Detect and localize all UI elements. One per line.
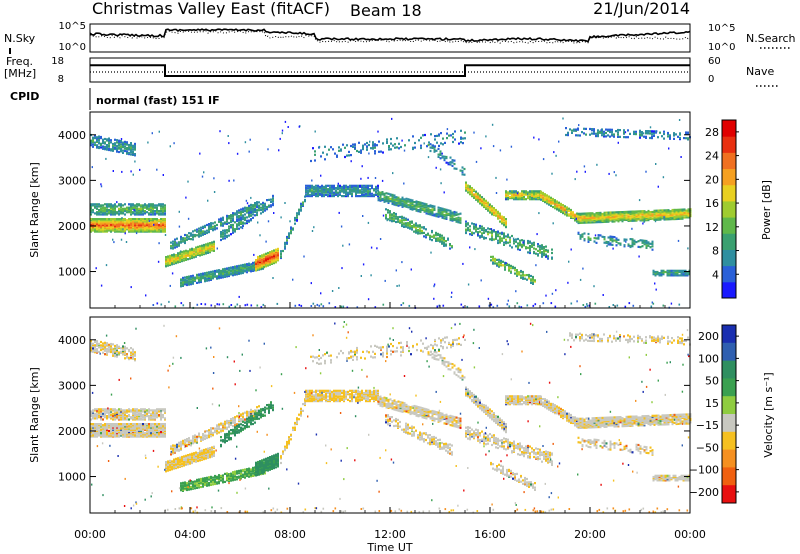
colorbar-swatch xyxy=(722,200,736,218)
colorbar-swatch xyxy=(722,120,736,137)
colorbar-tick-label: 16 xyxy=(705,197,719,210)
range-tick-label: 3000 xyxy=(58,174,86,187)
colorbar-tick-label: 8 xyxy=(712,245,719,258)
power-panel: 1000 2000 3000 4000 Slant Range [km] 4 8 12 16… xyxy=(28,111,773,309)
nsky-label: N.Sky xyxy=(4,32,36,45)
colorbar-swatch xyxy=(722,485,736,504)
colorbar-tick-label: 200 xyxy=(698,330,719,343)
colorbar-tick-label: 100 xyxy=(698,352,719,365)
colorbar-swatch xyxy=(722,136,736,153)
range-tick-label: 4000 xyxy=(58,334,86,347)
freq-tick-left-top: 18 xyxy=(51,56,64,67)
range-tick-label: 2000 xyxy=(58,220,86,233)
colorbar-swatch xyxy=(722,449,736,468)
noise-tick-right-top: 10^5 xyxy=(708,23,735,34)
colorbar-tick-label: −200 xyxy=(689,486,719,499)
range-tick-label: 4000 xyxy=(58,129,86,142)
time-tick-label: 04:00 xyxy=(174,528,206,541)
nsky-curve xyxy=(89,28,691,43)
colorbar-swatch xyxy=(722,396,736,415)
time-tick-label: 16:00 xyxy=(474,528,506,541)
velocity-y-axis: 1000 2000 3000 4000 xyxy=(58,334,690,484)
velocity-panel: 1000 2000 3000 4000 Slant Range [km] 200 100… xyxy=(28,316,775,514)
power-colorbar-label: Power [dB] xyxy=(760,180,773,240)
velocity-heatmap xyxy=(90,321,692,514)
colorbar-swatch xyxy=(722,281,736,299)
nave-tick-right-bottom: 0 xyxy=(708,74,714,85)
velocity-ylabel: Slant Range [km] xyxy=(28,367,41,463)
power-y-axis: 1000 2000 3000 4000 xyxy=(58,129,690,279)
freq-curve xyxy=(90,64,690,77)
range-tick-label: 1000 xyxy=(58,471,86,484)
time-tick-label: 00:00 xyxy=(674,528,706,541)
colorbar-tick-label: 24 xyxy=(705,150,719,163)
range-tick-label: 1000 xyxy=(58,266,86,279)
time-tick-label: 08:00 xyxy=(274,528,306,541)
colorbar-swatch xyxy=(722,265,736,283)
colorbar-tick-label: −100 xyxy=(689,464,719,477)
colorbar-swatch xyxy=(722,233,736,250)
colorbar-tick-label: 15 xyxy=(705,397,719,410)
time-tick-label: 12:00 xyxy=(374,528,406,541)
velocity-colorbar-label: Velocity [m s⁻¹] xyxy=(762,372,775,457)
noise-panel-frame xyxy=(89,23,691,53)
date-title: 21/Jun/2014 xyxy=(593,0,690,18)
freq-label-line1: Freq. xyxy=(6,55,33,68)
noise-panel: N.Sky N.Search 10^5 10^0 10^5 10^0 xyxy=(4,21,796,54)
colorbar-swatch xyxy=(722,431,736,451)
colorbar-tick-label: 20 xyxy=(705,173,719,186)
colorbar-swatch xyxy=(722,325,736,344)
colorbar-swatch xyxy=(722,467,736,486)
x-axis-label: Time UT xyxy=(366,541,412,554)
power-ylabel: Slant Range [km] xyxy=(28,162,41,258)
time-tick-label: 20:00 xyxy=(574,528,606,541)
freq-panel-frame xyxy=(89,57,691,83)
freq-panel: Freq. [MHz] Nave 18 8 60 0 xyxy=(4,55,778,87)
colorbar-swatch xyxy=(722,342,736,362)
colorbar-swatch xyxy=(722,168,736,186)
cpid-value: normal (fast) 151 IF xyxy=(96,94,220,107)
range-tick-label: 2000 xyxy=(58,425,86,438)
freq-label-line2: [MHz] xyxy=(4,67,36,80)
colorbar-tick-label: 12 xyxy=(705,221,719,234)
velocity-colorbar: 200 100 50 15 −15 −50 −100 −200 xyxy=(689,324,739,504)
time-axis: 00:00 04:00 08:00 12:00 16:00 20:00 00:00 xyxy=(74,302,706,541)
time-tick-label: 00:00 xyxy=(74,528,106,541)
colorbar-swatch xyxy=(722,152,736,170)
nsearch-label: N.Search xyxy=(746,32,796,45)
colorbar-tick-label: −15 xyxy=(696,419,719,432)
nave-tick-right-top: 60 xyxy=(708,56,721,67)
cpid-label: CPID xyxy=(10,90,39,103)
range-tick-label: 3000 xyxy=(58,379,86,392)
noise-tick-right-bottom: 10^0 xyxy=(708,42,735,53)
colorbar-swatch xyxy=(722,217,736,234)
power-heatmap xyxy=(90,117,692,309)
power-colorbar: 4 8 12 16 20 24 28 xyxy=(705,119,739,299)
colorbar-tick-label: 50 xyxy=(705,375,719,388)
freq-tick-left-bottom: 8 xyxy=(58,74,64,85)
colorbar-tick-label: 28 xyxy=(705,126,719,139)
colorbar-tick-label: 4 xyxy=(712,268,719,281)
noise-tick-left-top: 10^5 xyxy=(59,21,86,32)
station-title: Christmas Valley East (fitACF) xyxy=(92,0,330,18)
colorbar-swatch xyxy=(722,378,736,397)
colorbar-swatch xyxy=(722,360,736,379)
noise-curves xyxy=(89,28,691,44)
colorbar-swatch xyxy=(722,184,736,202)
nave-label: Nave xyxy=(746,65,774,78)
colorbar-swatch xyxy=(722,249,736,267)
colorbar-tick-label: −50 xyxy=(696,441,719,454)
freq-curves xyxy=(90,64,690,77)
noise-tick-left-bottom: 10^0 xyxy=(59,42,86,53)
colorbar-swatch xyxy=(722,414,736,433)
beam-title: Beam 18 xyxy=(350,1,422,20)
